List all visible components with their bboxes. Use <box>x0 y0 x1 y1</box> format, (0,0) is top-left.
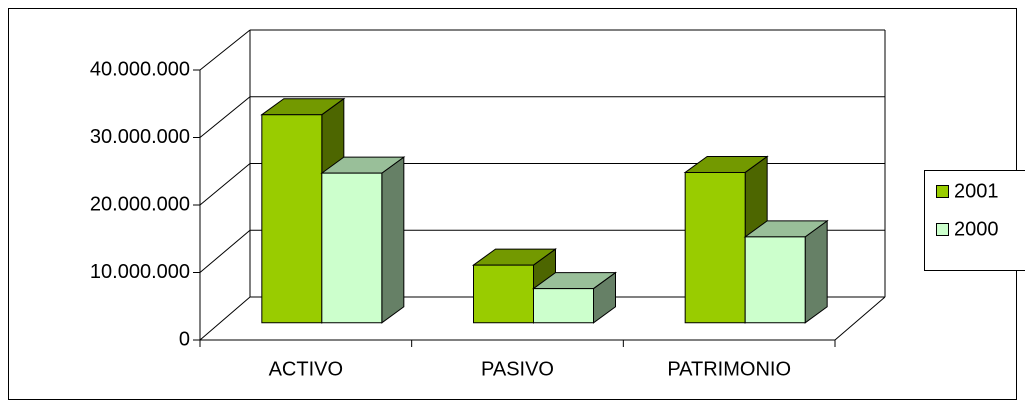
y-tick-label: 30.000.000 <box>90 126 190 148</box>
y-tick-label: 40.000.000 <box>90 58 190 80</box>
y-tick-label: 10.000.000 <box>90 261 190 283</box>
bar-front <box>261 114 323 324</box>
bar <box>531 271 618 324</box>
grid-line <box>199 29 251 71</box>
legend-swatch <box>936 185 949 198</box>
bar-front <box>744 236 806 324</box>
x-tick-label: PASIVO <box>481 358 554 380</box>
grid-line <box>199 296 251 341</box>
legend-swatch <box>936 223 949 236</box>
bar <box>320 156 406 324</box>
bar-front <box>473 264 534 324</box>
grid-line <box>199 96 251 138</box>
chart-border <box>8 8 1017 400</box>
floor-edge <box>834 296 886 341</box>
bar-side <box>804 219 828 324</box>
y-tick-label: 20.000.000 <box>90 193 190 215</box>
y-tick-label: 0 <box>179 328 190 350</box>
legend-label: 2001 <box>954 180 999 202</box>
grid-line <box>199 163 251 206</box>
bar <box>743 219 829 324</box>
bar-front <box>321 172 383 324</box>
x-tick-label: ACTIVO <box>269 358 343 380</box>
x-tick-label: PATRIMONIO <box>667 358 791 380</box>
grid-line <box>199 229 251 273</box>
legend-label: 2000 <box>954 218 999 240</box>
bar-front <box>533 288 594 324</box>
bar-side <box>381 156 405 324</box>
bar-front <box>684 171 746 324</box>
